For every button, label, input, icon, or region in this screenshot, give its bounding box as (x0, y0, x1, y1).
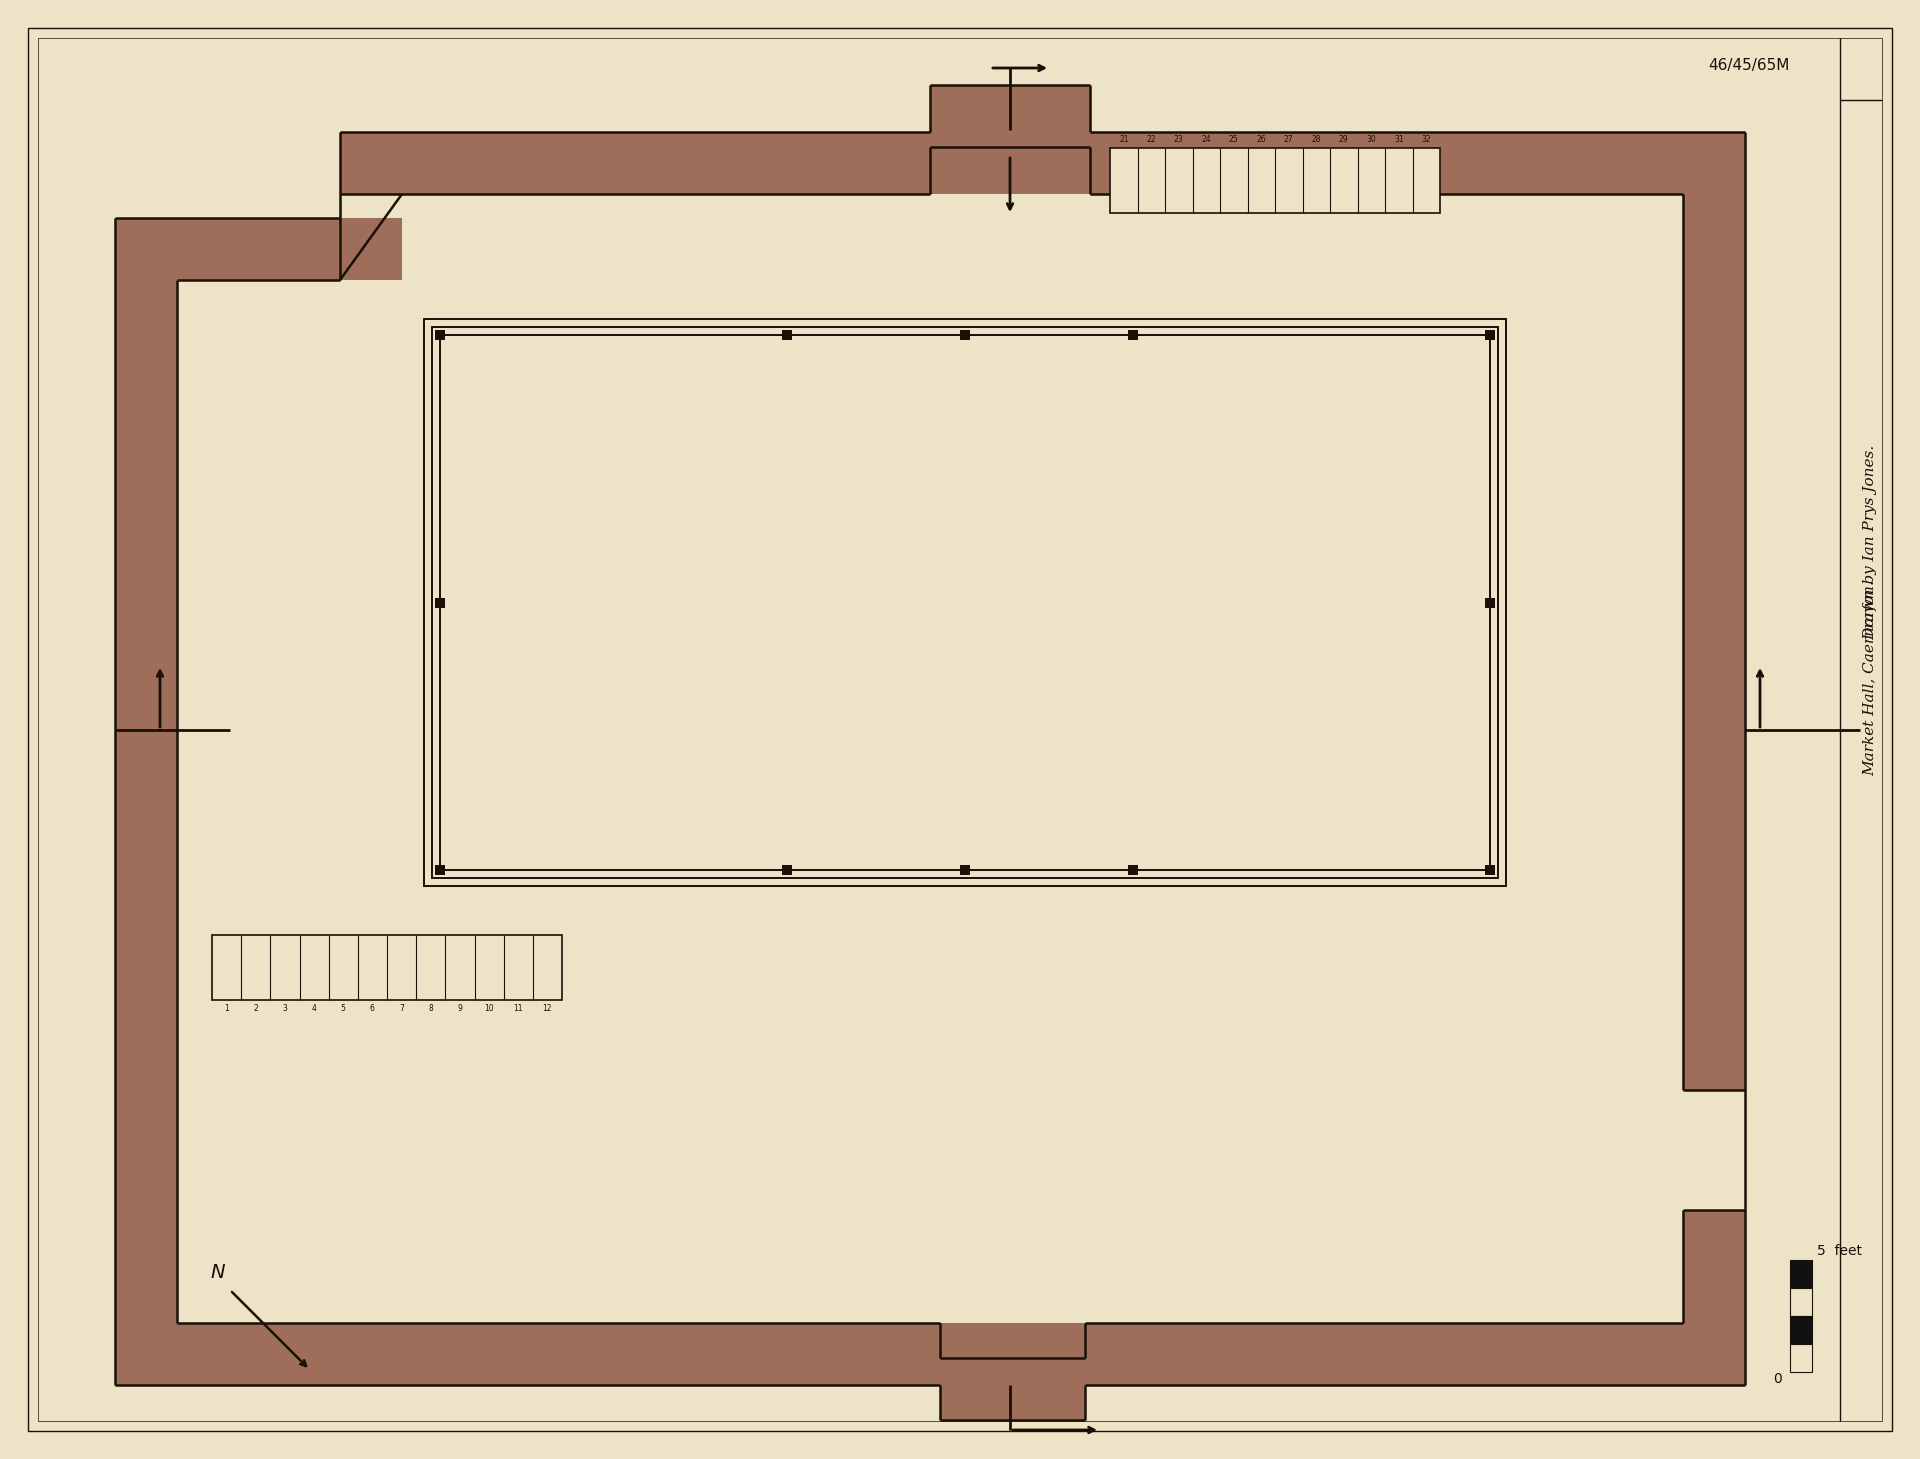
Text: 4: 4 (311, 1004, 317, 1013)
Bar (115, 217, 401, 280)
Text: 28: 28 (1311, 136, 1321, 144)
Bar (1110, 147, 1440, 213)
Bar (1684, 1210, 1745, 1385)
Text: N: N (211, 1263, 225, 1282)
Bar (1789, 1316, 1812, 1344)
Bar (1789, 1288, 1812, 1316)
Text: 25: 25 (1229, 136, 1238, 144)
Text: 5: 5 (342, 1004, 346, 1013)
Text: 26: 26 (1256, 136, 1265, 144)
Bar (432, 327, 1498, 878)
Bar (1789, 1261, 1812, 1288)
Text: 24: 24 (1202, 136, 1212, 144)
Text: 32: 32 (1421, 136, 1430, 144)
Text: Market Hall, Caernarfon.: Market Hall, Caernarfon. (1862, 581, 1878, 776)
Bar (340, 131, 1745, 194)
Text: 23: 23 (1173, 136, 1183, 144)
Text: 22: 22 (1146, 136, 1156, 144)
Bar (941, 1323, 1085, 1420)
Text: 21: 21 (1119, 136, 1129, 144)
Text: 12: 12 (543, 1004, 553, 1013)
Bar (211, 935, 563, 999)
Text: Drawn by Ian Prys Jones.: Drawn by Ian Prys Jones. (1862, 445, 1878, 641)
Text: 2: 2 (253, 1004, 257, 1013)
Text: 7: 7 (399, 1004, 403, 1013)
Text: 6: 6 (371, 1004, 374, 1013)
Text: 11: 11 (513, 1004, 522, 1013)
Text: 30: 30 (1367, 136, 1377, 144)
Text: 46/45/65M: 46/45/65M (1709, 58, 1789, 73)
Text: 29: 29 (1338, 136, 1348, 144)
Bar (424, 320, 1505, 886)
Bar (1684, 131, 1745, 1090)
Bar (929, 85, 1091, 194)
Text: 5  feet: 5 feet (1816, 1245, 1862, 1258)
Bar (1684, 1090, 1745, 1210)
Text: 31: 31 (1394, 136, 1404, 144)
Text: 3: 3 (282, 1004, 288, 1013)
Text: 9: 9 (457, 1004, 463, 1013)
Text: 27: 27 (1284, 136, 1294, 144)
Text: 10: 10 (484, 1004, 493, 1013)
Bar (1789, 1344, 1812, 1371)
Text: 0: 0 (1774, 1371, 1782, 1386)
Text: 8: 8 (428, 1004, 434, 1013)
Bar (115, 217, 177, 1385)
Bar (440, 336, 1490, 870)
Bar (115, 1323, 1745, 1385)
Text: 1: 1 (225, 1004, 228, 1013)
